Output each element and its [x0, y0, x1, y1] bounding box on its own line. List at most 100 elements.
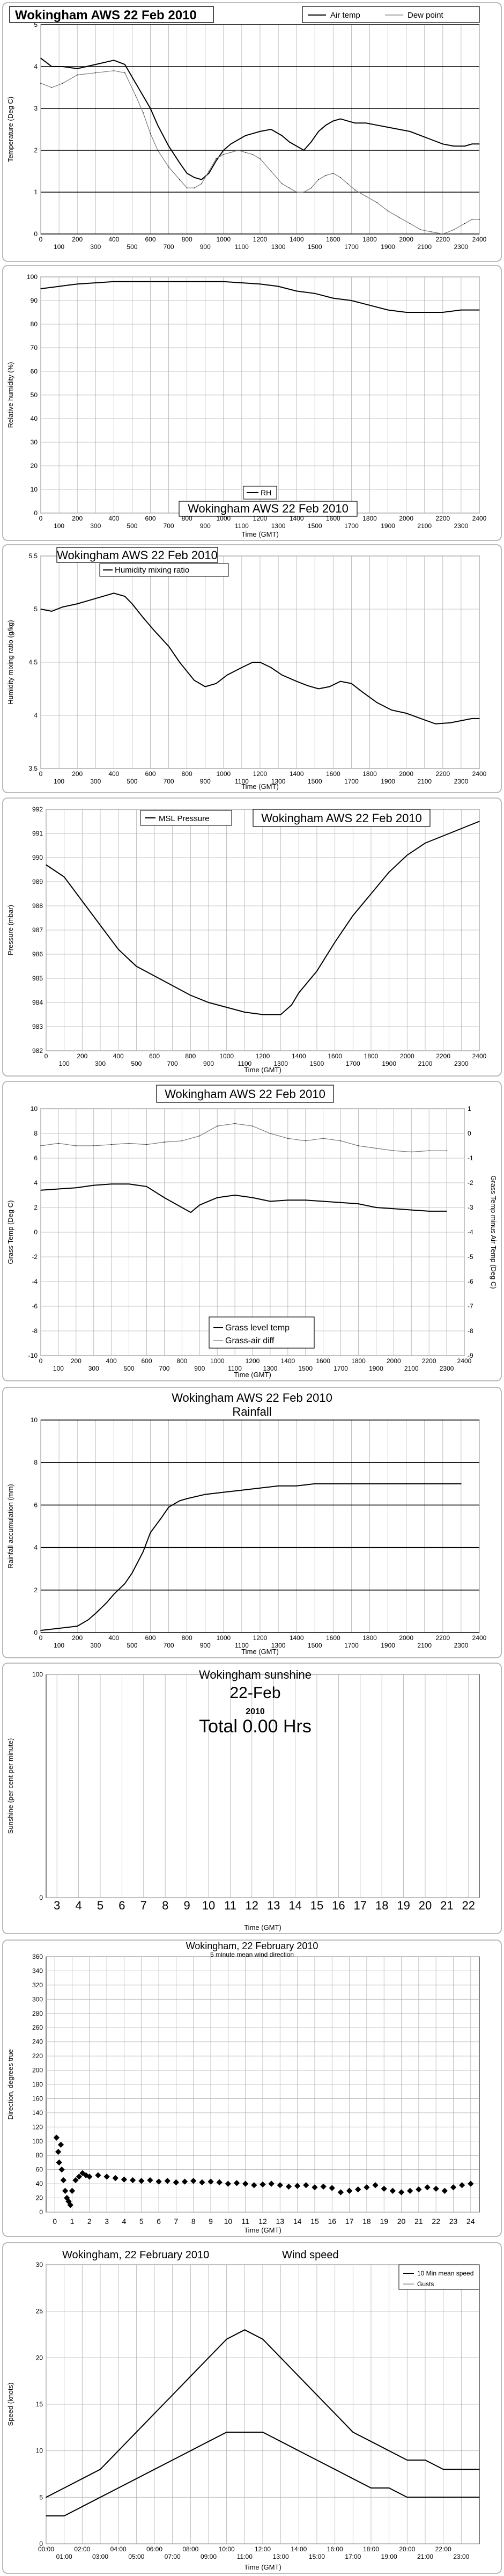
- x-tick-label: 100: [59, 1060, 70, 1067]
- data-point: [216, 160, 217, 162]
- data-point: [270, 1201, 271, 1202]
- data-point: [76, 1145, 77, 1146]
- x-tick-label: 400: [108, 515, 119, 522]
- y-tick-label: -8: [32, 1327, 38, 1335]
- x-tick-label: 2100: [417, 1642, 432, 1649]
- x-tick-label: 200: [72, 770, 83, 778]
- y-axis-label: Speed (knots): [6, 2383, 14, 2426]
- series-line: [46, 821, 480, 1015]
- data-point: [280, 2357, 281, 2359]
- y2-tick-label: 1: [468, 1105, 471, 1113]
- data-point: [375, 1147, 377, 1149]
- x-tick-label: 1300: [271, 243, 286, 251]
- msl-pressure-chart: 0 100 200 300 400 500 600 700 800 900 1000 1100 1200…: [6, 806, 487, 1074]
- data-point: [252, 154, 254, 155]
- x-tick-label: 2300: [454, 243, 469, 251]
- data-point: [100, 2497, 101, 2498]
- x-tick-label: 19: [380, 2217, 388, 2226]
- y-tick-label: 10: [31, 1416, 38, 1424]
- data-point: [131, 281, 133, 282]
- data-point: [340, 1140, 342, 1141]
- x-tick-label: 06:00: [146, 2545, 162, 2553]
- x-tick-label: 1300: [271, 1642, 286, 1649]
- x-tick-label: 700: [164, 778, 174, 785]
- x-tick-label: 1200: [256, 1052, 270, 1060]
- data-point: [393, 1208, 395, 1210]
- data-point: [226, 1007, 227, 1008]
- x-tick-label: 16: [328, 2217, 336, 2226]
- data-point: [233, 2180, 240, 2186]
- y-axis-label: Rainfall accumulation (mm): [6, 1484, 14, 1569]
- y-tick-label: 4: [34, 1544, 38, 1552]
- data-point: [186, 281, 188, 282]
- data-point: [164, 2178, 171, 2184]
- x-tick-label: 300: [90, 243, 101, 251]
- x-tick-label: 18:00: [363, 2545, 379, 2553]
- data-point: [113, 60, 115, 61]
- data-point: [204, 686, 206, 687]
- y-tick-label: 0: [34, 1629, 38, 1636]
- data-point: [281, 183, 283, 185]
- x-tick-label: 900: [194, 1365, 205, 1372]
- y-axis-label: Relative humidity (%): [6, 362, 14, 428]
- y-tick-label: -4: [32, 1278, 38, 1285]
- y-tick-label: 100: [32, 2138, 43, 2145]
- relative-humidity-chart: 0100200300400500600700800900100011001200…: [6, 273, 487, 538]
- data-point: [190, 2178, 197, 2184]
- x-tick-label: 1800: [364, 1052, 379, 1060]
- x-tick-label: 200: [72, 1634, 83, 1642]
- y-tick-label: 25: [36, 2308, 43, 2315]
- data-point: [461, 828, 462, 829]
- data-point: [369, 1483, 370, 1484]
- x-tick-label: 13: [267, 1899, 280, 1912]
- rainfall-chart: 0100200300400500600700800900100011001200…: [6, 1391, 487, 1656]
- data-point: [354, 122, 356, 124]
- data-point: [260, 158, 261, 159]
- data-point: [208, 1002, 209, 1003]
- x-tick-label: 09:00: [201, 2553, 217, 2560]
- data-point: [479, 2497, 480, 2498]
- x-tick-label: 1900: [381, 778, 395, 785]
- x-tick-label: 2300: [454, 1642, 469, 1649]
- x-tick-label: 1500: [298, 1365, 313, 1372]
- data-point: [241, 667, 242, 668]
- x-tick-label: 500: [127, 1642, 137, 1649]
- data-point: [63, 2487, 65, 2489]
- data-point: [453, 145, 455, 147]
- data-point: [40, 1145, 41, 1146]
- data-point: [329, 2185, 335, 2191]
- data-point: [316, 2394, 317, 2396]
- data-point: [238, 150, 239, 151]
- x-tick-label: 1000: [216, 1634, 231, 1642]
- data-point: [310, 141, 312, 143]
- x-tick-label: 1200: [253, 236, 268, 243]
- chart-title: Wokingham, 22 February 2010: [62, 2249, 209, 2261]
- wind-speed-chart: 00:0001:0002:0003:0004:0005:0006:0007:00…: [6, 2249, 480, 2571]
- data-point: [95, 2172, 101, 2178]
- data-point: [281, 135, 283, 136]
- data-point: [479, 718, 480, 719]
- y-tick-label: 0: [34, 230, 38, 238]
- x-tick-label: 1900: [381, 1642, 395, 1649]
- y-tick-label: 60: [36, 2166, 43, 2174]
- x-tick-label: 800: [185, 1052, 196, 1060]
- data-point: [468, 2180, 474, 2187]
- data-point: [124, 64, 125, 65]
- data-point: [388, 2487, 390, 2489]
- x-tick-label: 21:00: [417, 2553, 433, 2560]
- data-point: [138, 2178, 145, 2184]
- x-tick-label: 2400: [472, 1052, 487, 1060]
- legend: [302, 6, 480, 23]
- data-point: [86, 2174, 93, 2180]
- x-tick-label: 14:00: [291, 2545, 307, 2553]
- y-axis-label: Direction, degrees true: [6, 2049, 14, 2120]
- data-point: [95, 598, 97, 599]
- legend-label: Gusts: [417, 2280, 434, 2288]
- data-point: [347, 120, 349, 122]
- data-point: [46, 2515, 47, 2516]
- data-point: [316, 970, 317, 972]
- x-tick-label: 18: [362, 2217, 371, 2226]
- data-point: [446, 1150, 447, 1151]
- data-point: [420, 135, 421, 136]
- data-point: [153, 630, 155, 631]
